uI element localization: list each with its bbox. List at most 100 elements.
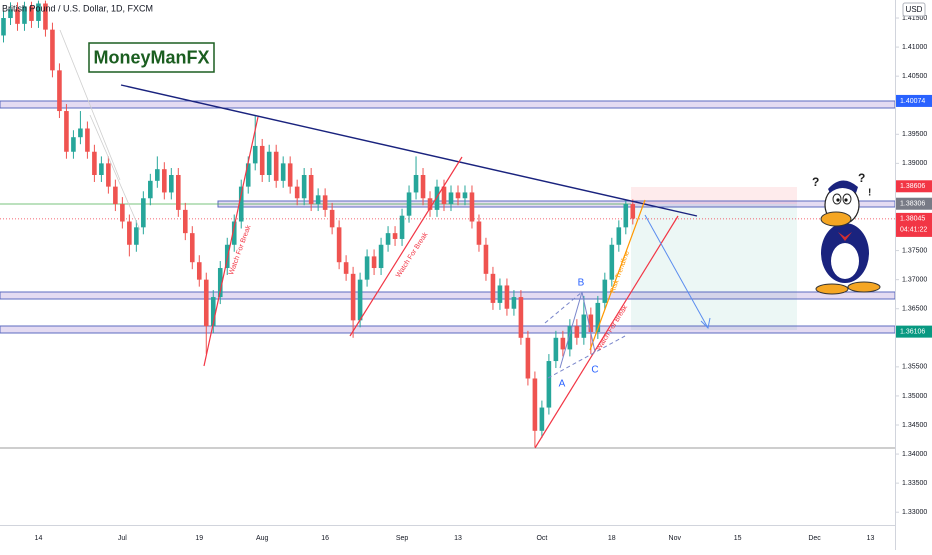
y-tick-label: 1.41000: [902, 44, 927, 51]
candle-body: [588, 314, 594, 332]
candle-body: [581, 314, 587, 338]
price-label-box: [896, 180, 932, 193]
countdown: 04:41:22: [900, 227, 927, 234]
candle-body: [217, 268, 223, 298]
y-tick-label: 1.39000: [902, 160, 927, 167]
y-tick-label: 1.34000: [902, 451, 927, 458]
resistance-zone: [0, 100, 896, 109]
candle-body: [259, 145, 265, 175]
candle-body: [630, 204, 636, 219]
x-tick-label: 18: [608, 535, 616, 542]
pattern-line: [544, 291, 583, 324]
candle-body: [504, 285, 510, 309]
candle-body: [518, 297, 524, 338]
candle-body: [294, 186, 300, 199]
candle-body: [378, 244, 384, 269]
candle-body: [287, 163, 293, 187]
projection-arrow: [700, 317, 711, 330]
candle-body: [43, 3, 48, 30]
price-label: 1.36106: [900, 328, 925, 335]
x-tick-label: 19: [195, 535, 203, 542]
trendline: [349, 156, 463, 337]
candle-body: [399, 215, 405, 239]
candle-body: [357, 279, 363, 321]
candle-body: [392, 233, 398, 239]
candle-body: [64, 111, 69, 152]
candle-body: [8, 9, 13, 19]
candle-body: [273, 151, 279, 181]
candle-body: [609, 244, 615, 280]
y-tick-label: 1.37000: [902, 276, 927, 283]
y-tick-label: 1.37500: [902, 247, 927, 254]
candle-body: [266, 151, 272, 175]
svg-text:?: ?: [858, 171, 865, 185]
candle-body: [469, 192, 475, 222]
currency-box[interactable]: [902, 2, 926, 17]
candle-body: [231, 221, 237, 245]
candle-body: [616, 227, 622, 245]
chart-title: British Pound / U.S. Dollar, 1D, FXCM: [2, 3, 153, 13]
y-tick-label: 1.33500: [902, 480, 927, 487]
candle-body: [560, 337, 566, 350]
candle-body: [78, 128, 83, 138]
price-label: 1.38306: [900, 201, 925, 208]
svg-text:?: ?: [812, 175, 819, 189]
y-tick-label: 1.40500: [902, 73, 927, 80]
candle-body: [85, 128, 90, 152]
candle-body: [189, 233, 195, 263]
trendline: [534, 215, 679, 449]
candle-body: [113, 186, 118, 205]
candle-body: [448, 192, 454, 205]
x-tick-label: 14: [35, 535, 43, 542]
pattern-line: [559, 291, 583, 369]
candle-body: [420, 175, 426, 199]
y-tick-label: 1.35500: [902, 364, 927, 371]
candle-body: [434, 186, 440, 210]
candle-body: [22, 6, 27, 24]
candle-body: [385, 233, 391, 245]
candle-body: [120, 204, 125, 222]
candle-body: [71, 137, 76, 152]
candle-body: [182, 209, 188, 234]
x-tick-label: Aug: [256, 535, 269, 542]
price-label-box: [896, 212, 932, 237]
candle-body: [602, 279, 608, 303]
candle-body: [329, 209, 335, 228]
candle-body: [574, 326, 580, 338]
candle-body: [196, 262, 202, 280]
candle-body: [148, 180, 153, 199]
candle-body: [50, 29, 55, 71]
currency: USD: [906, 5, 923, 14]
x-tick-label: Jul: [118, 535, 127, 542]
candle-body: [406, 192, 412, 216]
svg-text:!: !: [868, 188, 871, 199]
candle-body: [497, 285, 503, 303]
price-label: 1.38606: [900, 183, 925, 190]
candle-body: [315, 195, 321, 205]
price-label-box: [896, 197, 932, 210]
annotation: B: [578, 278, 585, 289]
candle-body: [238, 186, 244, 222]
candle-body: [176, 175, 181, 210]
candle-body: [134, 227, 139, 245]
pattern-line: [547, 335, 626, 379]
candle-body: [623, 204, 629, 228]
candle-body: [162, 169, 167, 193]
candles: [1, 0, 636, 448]
support-zone: [0, 325, 896, 334]
candle-body: [203, 279, 209, 327]
candle-body: [155, 169, 160, 181]
candle-body: [539, 407, 545, 431]
candle-body: [141, 198, 146, 228]
support-zone: [0, 291, 896, 300]
candle-body: [462, 192, 468, 199]
risk-trendline: [589, 199, 646, 351]
candle-body: [343, 262, 349, 274]
y-tick-label: 1.36500: [902, 306, 927, 313]
candle-body: [301, 175, 307, 199]
logo: MoneyManFX: [93, 47, 209, 67]
candle-body: [92, 151, 97, 175]
candle-body: [455, 192, 461, 199]
